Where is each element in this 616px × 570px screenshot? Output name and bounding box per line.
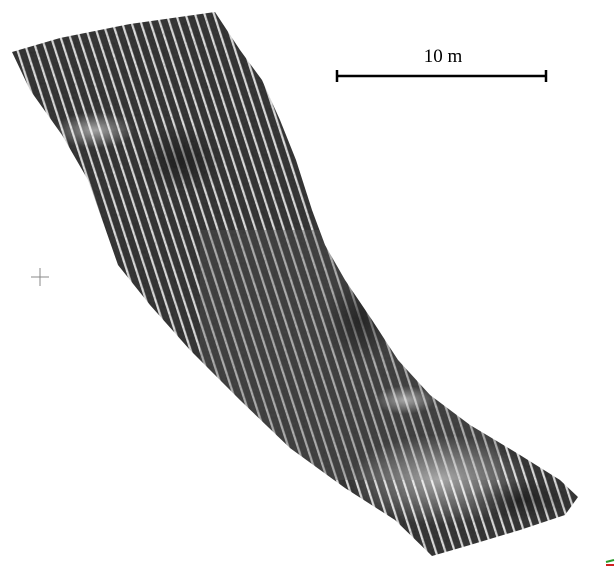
page: {"scale_bar": {"label": "10 m"}} (0, 0, 616, 570)
scan-strip (0, 0, 616, 570)
bright-area (55, 112, 135, 148)
point-cloud-view: 10 m (0, 0, 616, 570)
scale-bar-label: 10 m (424, 46, 463, 67)
shadow-area (135, 125, 225, 195)
axis-gizmo (606, 560, 614, 565)
shadow-area (470, 480, 570, 520)
axis-y (606, 560, 614, 562)
bright-area (375, 386, 435, 414)
shadow-area (325, 275, 395, 365)
scale-bar (337, 70, 546, 82)
crosshair (31, 268, 49, 286)
